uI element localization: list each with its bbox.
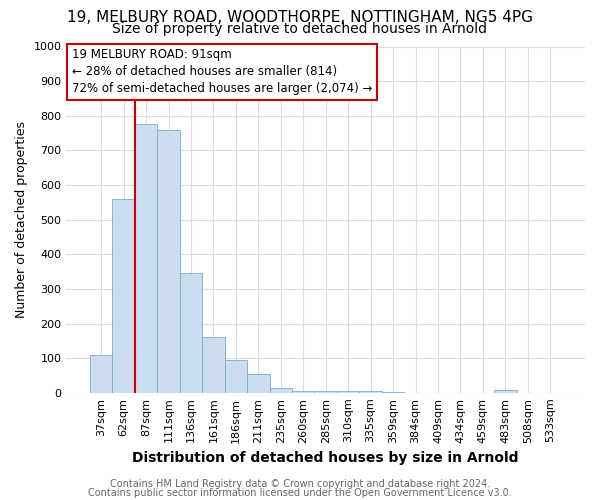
Text: 19, MELBURY ROAD, WOODTHORPE, NOTTINGHAM, NG5 4PG: 19, MELBURY ROAD, WOODTHORPE, NOTTINGHAM… bbox=[67, 10, 533, 25]
Bar bbox=[202, 338, 224, 393]
X-axis label: Distribution of detached houses by size in Arnold: Distribution of detached houses by size … bbox=[133, 451, 519, 465]
Bar bbox=[157, 130, 180, 393]
Bar bbox=[224, 360, 247, 393]
Bar bbox=[382, 392, 404, 393]
Text: Contains public sector information licensed under the Open Government Licence v3: Contains public sector information licen… bbox=[88, 488, 512, 498]
Bar bbox=[247, 374, 269, 393]
Text: Size of property relative to detached houses in Arnold: Size of property relative to detached ho… bbox=[113, 22, 487, 36]
Y-axis label: Number of detached properties: Number of detached properties bbox=[15, 121, 28, 318]
Bar bbox=[112, 199, 135, 393]
Bar bbox=[314, 391, 337, 393]
Bar bbox=[269, 388, 292, 393]
Bar bbox=[135, 124, 157, 393]
Bar bbox=[90, 354, 112, 393]
Text: Contains HM Land Registry data © Crown copyright and database right 2024.: Contains HM Land Registry data © Crown c… bbox=[110, 479, 490, 489]
Bar bbox=[180, 274, 202, 393]
Bar bbox=[359, 391, 382, 393]
Text: 19 MELBURY ROAD: 91sqm
← 28% of detached houses are smaller (814)
72% of semi-de: 19 MELBURY ROAD: 91sqm ← 28% of detached… bbox=[71, 48, 372, 95]
Bar bbox=[337, 391, 359, 393]
Bar bbox=[494, 390, 517, 393]
Bar bbox=[292, 391, 314, 393]
